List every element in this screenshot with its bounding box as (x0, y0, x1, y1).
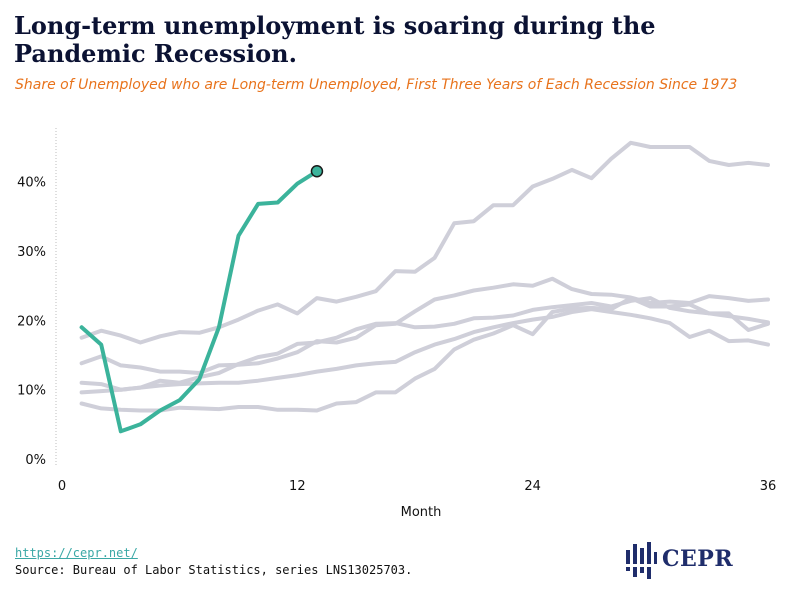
historical-recessions (79, 140, 770, 413)
cepr-logo[interactable]: CEPR (624, 540, 744, 580)
x-tick-label: 24 (524, 479, 541, 494)
highlight-series-line (79, 169, 319, 434)
x-tick-label: 0 (58, 479, 66, 494)
line-chart: 0% 10% 20% 30% 40% 0 12 24 36 Month (17, 128, 776, 520)
y-tick-label: 0% (25, 453, 46, 468)
latest-point-marker (310, 165, 324, 178)
y-tick-label: 20% (17, 314, 46, 329)
series-line (79, 296, 770, 413)
x-axis-title: Month (401, 505, 442, 520)
source-link[interactable]: https://cepr.net/ (15, 546, 138, 560)
pandemic-recession (79, 165, 324, 434)
chart-subtitle: Share of Unemployed who are Long-term Un… (15, 77, 738, 93)
chart-title: Long-term unemployment is soaring during… (14, 11, 656, 68)
series-line (79, 276, 770, 375)
x-tick-label: 36 (760, 479, 777, 494)
y-tick-label: 40% (17, 176, 46, 191)
y-axis: 0% 10% 20% 30% 40% (17, 176, 46, 468)
y-tick-label: 30% (17, 245, 46, 260)
series-line (79, 140, 770, 345)
series-line (79, 296, 770, 392)
cepr-logo-icon (626, 542, 657, 579)
source-note: Source: Bureau of Labor Statistics, seri… (15, 563, 413, 577)
y-tick-label: 10% (17, 384, 46, 399)
x-tick-label: 12 (289, 479, 306, 494)
x-axis: 0 12 24 36 (58, 479, 776, 494)
cepr-logo-text: CEPR (662, 546, 734, 572)
